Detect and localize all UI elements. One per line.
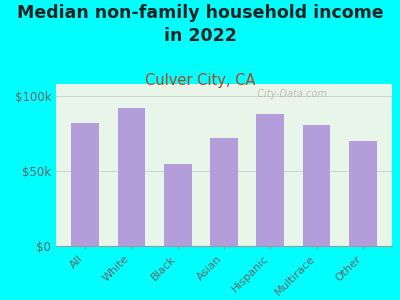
Bar xyxy=(71,123,99,246)
Text: City-Data.com: City-Data.com xyxy=(251,89,327,99)
Bar xyxy=(303,124,330,246)
Bar xyxy=(118,108,145,246)
Text: Median non-family household income
in 2022: Median non-family household income in 20… xyxy=(17,4,383,45)
Bar xyxy=(256,114,284,246)
Bar xyxy=(349,141,377,246)
Bar xyxy=(164,164,192,246)
Bar xyxy=(210,138,238,246)
Text: Culver City, CA: Culver City, CA xyxy=(145,74,255,88)
